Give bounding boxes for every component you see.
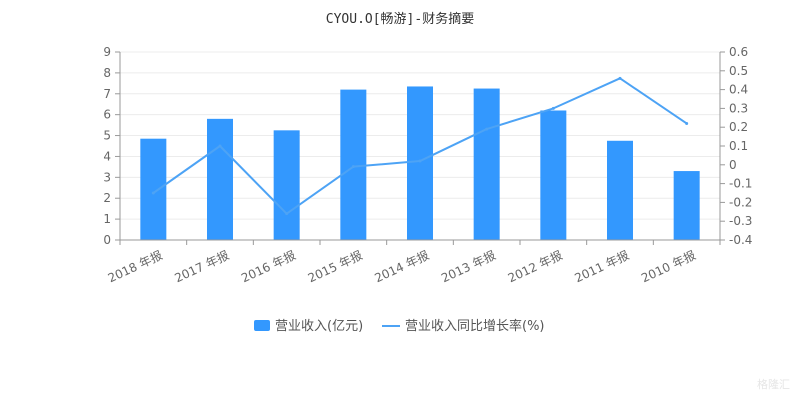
y-right-tick-label: -0.2 — [729, 195, 752, 209]
y-left-tick-label: 4 — [103, 149, 111, 163]
line-point[interactable] — [285, 212, 289, 216]
watermark: 格隆汇 — [757, 377, 790, 391]
line-series — [151, 76, 689, 216]
bar[interactable] — [340, 89, 367, 240]
bar[interactable] — [540, 110, 567, 240]
y-right-tick-label: -0.3 — [729, 214, 752, 228]
x-tick-label: 2013 年报 — [439, 247, 498, 285]
y-right-tick-label: 0.6 — [729, 45, 748, 59]
y-left-tick-label: 2 — [103, 191, 111, 205]
y-right-tick-label: 0.1 — [729, 139, 748, 153]
y-left-tick-label: 7 — [103, 87, 111, 101]
y-right-tick-label: 0.4 — [729, 83, 748, 97]
line-point[interactable] — [151, 191, 155, 195]
y-left-tick-label: 3 — [103, 170, 111, 184]
line-point[interactable] — [418, 159, 422, 163]
x-tick-label: 2018 年报 — [105, 247, 164, 285]
line-point[interactable] — [551, 106, 555, 110]
y-left-tick-label: 1 — [103, 212, 111, 226]
legend-line-label: 营业收入同比增长率(%) — [405, 318, 545, 334]
bar[interactable] — [673, 171, 700, 240]
x-tick-label: 2011 年报 — [572, 247, 631, 285]
y-right-tick-label: 0.5 — [729, 64, 748, 78]
y-right-tick-label: -0.1 — [729, 177, 752, 191]
y-left-tick-label: 9 — [103, 45, 111, 59]
bar[interactable] — [273, 130, 300, 240]
line-point[interactable] — [218, 144, 222, 148]
bar[interactable] — [140, 138, 167, 240]
x-tick-label: 2015 年报 — [305, 247, 364, 285]
bar[interactable] — [607, 140, 633, 240]
x-tick-label: 2012 年报 — [505, 247, 564, 285]
legend-bar-label: 营业收入(亿元) — [275, 319, 363, 334]
bar[interactable] — [473, 88, 500, 240]
line-point[interactable] — [618, 76, 622, 80]
bar-series — [140, 86, 700, 240]
y-right-tick-label: 0 — [729, 158, 737, 172]
y-left-tick-label: 5 — [103, 129, 111, 143]
legend[interactable]: 营业收入(亿元) 营业收入同比增长率(%) — [254, 318, 545, 334]
y-right-tick-label: 0.2 — [729, 120, 748, 134]
x-tick-label: 2014 年报 — [372, 247, 431, 285]
legend-bar-swatch — [254, 320, 270, 331]
line-point[interactable] — [351, 165, 355, 169]
x-tick-label: 2016 年报 — [239, 247, 298, 285]
bar[interactable] — [207, 118, 233, 240]
x-tick-label: 2017 年报 — [172, 247, 231, 285]
chart-title: CYOU.O[畅游]-财务摘要 — [326, 11, 474, 27]
y-left-tick-label: 0 — [103, 233, 111, 247]
x-tick-label: 2010 年报 — [639, 247, 698, 285]
y-right-tick-label: 0.3 — [729, 101, 748, 115]
y-right-tick-label: -0.4 — [729, 233, 752, 247]
bar[interactable] — [407, 86, 433, 240]
y-left-tick-label: 6 — [103, 108, 111, 122]
y-left-tick-label: 8 — [103, 66, 111, 80]
line-point[interactable] — [685, 121, 689, 125]
line-point[interactable] — [485, 127, 489, 131]
